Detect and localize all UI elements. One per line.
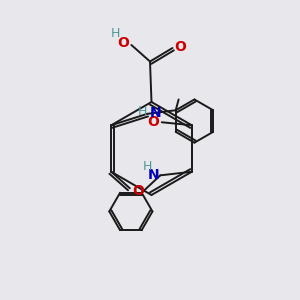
Text: N: N <box>150 106 161 120</box>
Text: O: O <box>132 184 144 198</box>
Text: H: H <box>138 105 147 118</box>
Text: H: H <box>111 27 121 40</box>
Text: O: O <box>148 115 159 129</box>
Text: N: N <box>148 168 160 182</box>
Text: O: O <box>117 36 129 50</box>
Text: H: H <box>143 160 152 173</box>
Text: O: O <box>175 40 187 53</box>
